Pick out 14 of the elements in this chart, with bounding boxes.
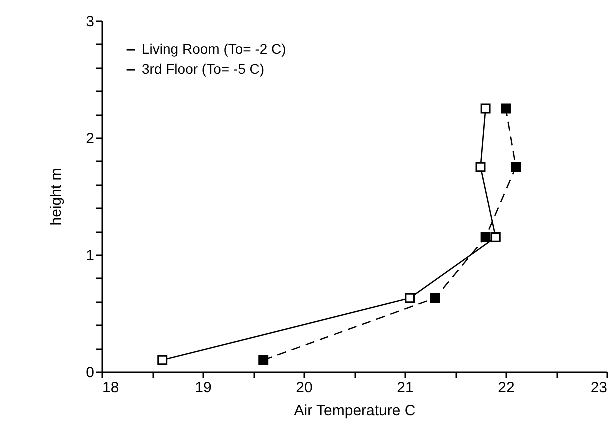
legend-label: 3rd Floor (To= -5 C)	[142, 61, 265, 77]
x-tick-label: 22	[498, 380, 515, 396]
x-tick-label: 19	[195, 380, 212, 396]
x-tick-label: 21	[397, 380, 414, 396]
x-tick-label: 23	[590, 380, 608, 396]
y-tick-label: 1	[86, 248, 94, 264]
x-tick-label: 20	[296, 380, 313, 396]
x-tick-label: 18	[102, 380, 120, 396]
legend-label: Living Room (To= -2 C)	[142, 41, 286, 57]
y-tick-label: 3	[86, 14, 94, 30]
y-tick-label: 0	[86, 364, 94, 382]
y-axis-title: height m	[48, 168, 66, 226]
x-axis-title: Air Temperature C	[294, 402, 416, 420]
y-tick-label: 2	[86, 130, 94, 148]
